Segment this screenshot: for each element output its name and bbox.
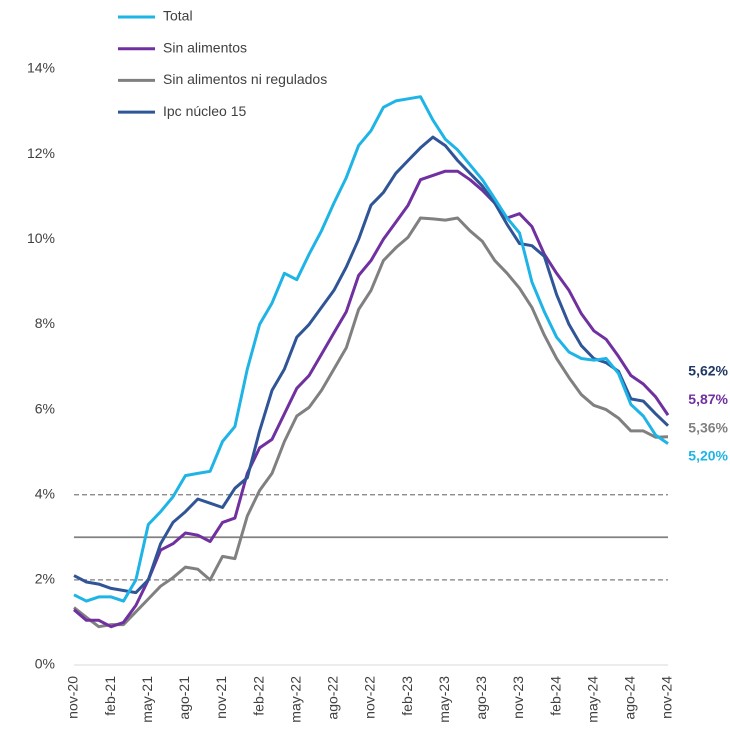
legend-label: Ipc núcleo 15 (163, 103, 246, 119)
x-tick-label: feb-23 (399, 676, 415, 716)
x-tick-label: nov-20 (65, 676, 81, 719)
x-tick-label: nov-24 (659, 676, 675, 719)
x-tick-label: feb-22 (250, 676, 266, 716)
series-line (73, 95, 669, 603)
y-tick-label: 4% (35, 485, 55, 501)
x-tick-label: nov-21 (213, 676, 229, 719)
end-label: 5,20% (688, 448, 728, 464)
x-tick-label: may-21 (139, 676, 155, 723)
y-tick-label: 10% (27, 230, 55, 246)
x-tick-label: may-23 (436, 676, 452, 723)
legend-label: Sin alimentos ni regulados (163, 71, 327, 87)
y-tick-label: 0% (35, 656, 55, 672)
end-label: 5,62% (688, 363, 728, 379)
x-tick-label: ago-22 (325, 676, 341, 720)
x-tick-label: feb-21 (102, 676, 118, 716)
x-tick-label: ago-23 (473, 676, 489, 720)
series-line (73, 216, 669, 629)
y-tick-label: 12% (27, 145, 55, 161)
end-label: 5,87% (688, 391, 728, 407)
x-tick-label: feb-24 (547, 676, 563, 716)
x-tick-label: may-24 (584, 676, 600, 723)
x-tick-label: ago-21 (176, 676, 192, 720)
x-tick-label: ago-24 (622, 676, 638, 720)
legend-label: Sin alimentos (163, 39, 247, 55)
y-tick-label: 14% (27, 60, 55, 76)
legend-label: Total (163, 8, 193, 24)
x-tick-label: nov-22 (362, 676, 378, 719)
end-label: 5,36% (688, 419, 728, 435)
x-tick-label: may-22 (287, 676, 303, 723)
y-tick-label: 6% (35, 400, 55, 416)
y-tick-label: 2% (35, 571, 55, 587)
series-line (73, 169, 670, 629)
y-tick-label: 8% (35, 315, 55, 331)
x-tick-label: nov-23 (510, 676, 526, 719)
series-line (73, 135, 670, 595)
